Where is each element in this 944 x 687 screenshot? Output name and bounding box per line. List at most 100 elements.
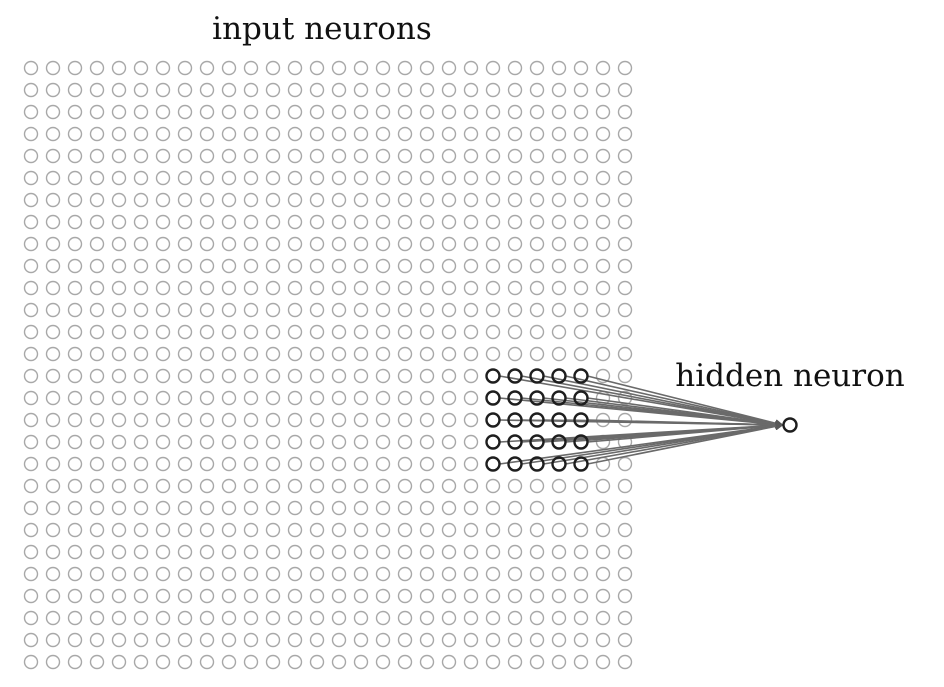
input-neuron (287, 610, 303, 626)
input-neuron (155, 302, 171, 318)
input-neuron (265, 434, 281, 450)
input-neuron (551, 544, 567, 560)
input-neuron (485, 302, 501, 318)
input-neuron (199, 500, 215, 516)
input-neuron (221, 478, 237, 494)
input-neuron (485, 126, 501, 142)
input-neuron (133, 522, 149, 538)
input-neuron (221, 236, 237, 252)
input-neuron (331, 324, 347, 340)
input-neuron (309, 610, 325, 626)
input-neuron (309, 478, 325, 494)
input-neuron (265, 566, 281, 582)
input-neuron (441, 280, 457, 296)
input-neuron (419, 126, 435, 142)
input-neuron (463, 610, 479, 626)
input-neuron (309, 654, 325, 670)
input-neuron (265, 390, 281, 406)
input-neuron (617, 346, 633, 362)
input-neuron (133, 434, 149, 450)
input-neuron (67, 148, 83, 164)
input-neuron (309, 368, 325, 384)
input-neuron (595, 148, 611, 164)
input-neuron (155, 346, 171, 362)
input-neuron (617, 368, 633, 384)
input-neuron (595, 500, 611, 516)
input-neuron (397, 258, 413, 274)
input-neuron (441, 566, 457, 582)
input-neuron (155, 478, 171, 494)
input-neuron (419, 104, 435, 120)
input-neuron (111, 390, 127, 406)
input-neuron (221, 126, 237, 142)
input-neuron (177, 258, 193, 274)
input-neuron (243, 60, 259, 76)
input-neuron (221, 148, 237, 164)
input-neuron (375, 324, 391, 340)
input-neuron (397, 126, 413, 142)
input-neuron (221, 280, 237, 296)
input-neuron (265, 324, 281, 340)
input-neuron (155, 280, 171, 296)
input-neuron (133, 390, 149, 406)
input-neuron (243, 412, 259, 428)
input-neuron (265, 632, 281, 648)
input-neuron (441, 104, 457, 120)
input-neuron (375, 610, 391, 626)
input-neuron (419, 500, 435, 516)
input-neuron (133, 236, 149, 252)
input-neuron (67, 500, 83, 516)
input-neuron (463, 214, 479, 230)
input-neuron (595, 126, 611, 142)
input-neuron (89, 412, 105, 428)
input-neuron (133, 346, 149, 362)
input-neuron (45, 654, 61, 670)
input-neuron (551, 522, 567, 538)
input-neuron (23, 324, 39, 340)
input-neuron (375, 346, 391, 362)
connection-line (543, 375, 784, 428)
input-neuron (331, 104, 347, 120)
input-neuron (353, 632, 369, 648)
input-neuron (133, 456, 149, 472)
input-neuron (551, 610, 567, 626)
input-neuron (155, 258, 171, 274)
input-neuron (617, 148, 633, 164)
input-neuron (507, 236, 523, 252)
input-neuron (287, 500, 303, 516)
input-neuron (199, 544, 215, 560)
input-neuron (23, 148, 39, 164)
input-neuron (529, 610, 545, 626)
input-neuron (111, 126, 127, 142)
input-neuron (177, 390, 193, 406)
input-neuron (375, 258, 391, 274)
input-neuron (551, 236, 567, 252)
input-neuron (507, 588, 523, 604)
input-neuron (441, 522, 457, 538)
input-neuron (243, 324, 259, 340)
input-neuron (617, 654, 633, 670)
input-neuron (243, 544, 259, 560)
input-neuron (463, 500, 479, 516)
input-neuron (573, 654, 589, 670)
input-neuron (265, 478, 281, 494)
input-neuron (551, 104, 567, 120)
input-neuron (485, 500, 501, 516)
input-neuron (375, 368, 391, 384)
input-neuron (45, 610, 61, 626)
input-neuron (595, 60, 611, 76)
input-neuron (89, 610, 105, 626)
input-neuron (375, 236, 391, 252)
input-neuron (485, 214, 501, 230)
input-neuron (287, 214, 303, 230)
input-neuron (441, 346, 457, 362)
input-neuron (177, 632, 193, 648)
input-neuron (419, 148, 435, 164)
input-neuron (331, 148, 347, 164)
receptive-field-neuron (507, 456, 523, 472)
input-neuron (551, 126, 567, 142)
input-neuron (287, 346, 303, 362)
input-neuron (265, 82, 281, 98)
input-neuron (485, 192, 501, 208)
